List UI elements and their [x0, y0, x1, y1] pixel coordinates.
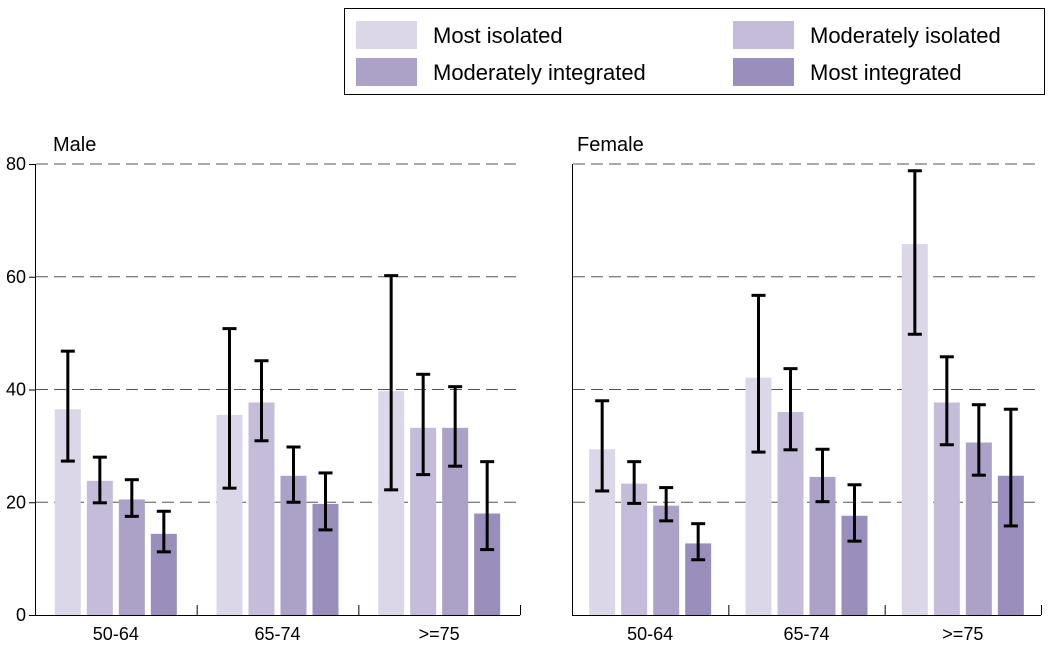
y-tick-label: 20 — [6, 492, 26, 512]
category-label: 50-64 — [627, 624, 673, 644]
y-tick-label: 0 — [16, 605, 26, 625]
bar — [118, 499, 145, 615]
panel-male: Male 0 20 40 60 80 50-64 65-74 >=75 — [6, 134, 521, 644]
y-tick-label: 60 — [6, 267, 26, 287]
chart-panels: Male 0 20 40 60 80 50-64 65-74 >=75 Female 50-64 65… — [6, 134, 1042, 644]
legend-swatch — [733, 58, 794, 86]
category-label: >=75 — [942, 624, 983, 644]
category-label: 65-74 — [254, 624, 300, 644]
y-tick-label: 80 — [6, 154, 26, 174]
y-tick-label: 40 — [6, 380, 26, 400]
legend-swatch — [356, 58, 417, 86]
bar — [653, 505, 680, 615]
panel-title: Female — [577, 134, 644, 156]
legend-swatch — [356, 21, 417, 49]
category-label: >=75 — [419, 624, 460, 644]
legend-swatch — [733, 21, 794, 49]
legend-label: Most integrated — [810, 60, 962, 85]
legend-label: Moderately integrated — [433, 60, 646, 85]
legend-label: Most isolated — [433, 23, 563, 48]
panel-female: Female 50-64 65-74 >=75 — [572, 134, 1042, 644]
category-label: 65-74 — [783, 624, 829, 644]
panel-title: Male — [53, 134, 96, 156]
legend-label: Moderately isolated — [810, 23, 1001, 48]
legend-box — [344, 8, 1045, 95]
category-label: 50-64 — [93, 624, 139, 644]
legend: Most isolated Moderately isolated Moderate… — [344, 8, 1045, 95]
bar — [621, 483, 648, 615]
